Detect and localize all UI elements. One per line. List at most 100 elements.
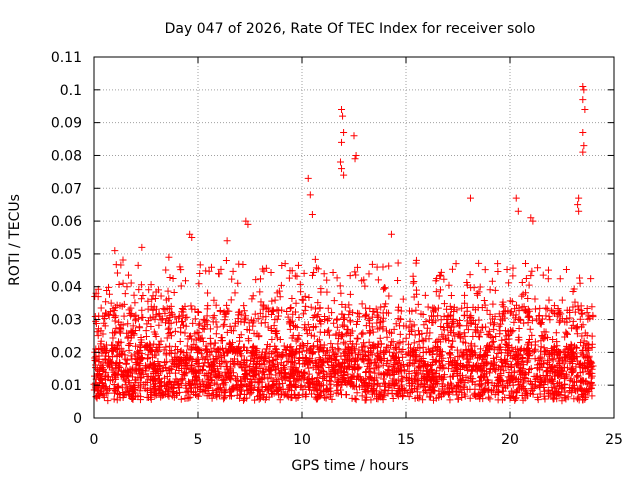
data-point — [579, 396, 587, 404]
data-point — [285, 274, 293, 282]
data-point — [368, 323, 376, 331]
data-point — [387, 230, 395, 238]
data-point — [147, 281, 155, 289]
data-point — [369, 308, 377, 316]
data-point — [481, 373, 489, 381]
data-point — [301, 292, 309, 300]
data-point — [522, 259, 530, 267]
data-point — [158, 367, 166, 375]
data-point — [540, 392, 548, 400]
data-point — [271, 296, 279, 304]
data-point — [150, 328, 158, 336]
data-point — [271, 348, 279, 356]
data-point — [336, 158, 344, 166]
data-point — [199, 362, 207, 370]
data-point — [338, 165, 346, 173]
y-tick-label: 0 — [73, 411, 82, 427]
data-point — [228, 275, 236, 283]
data-point — [312, 323, 320, 331]
data-point — [346, 318, 354, 326]
data-point — [575, 360, 583, 368]
data-point — [432, 379, 440, 387]
data-point — [502, 341, 510, 349]
data-point — [113, 383, 121, 391]
data-point — [476, 283, 484, 291]
data-point — [585, 341, 593, 349]
data-point — [190, 381, 198, 389]
data-point — [536, 304, 544, 312]
data-point — [503, 266, 511, 274]
data-point — [364, 355, 372, 363]
data-point — [389, 369, 397, 377]
data-point — [131, 326, 139, 334]
data-point — [500, 356, 508, 364]
data-point — [209, 355, 217, 363]
data-point — [278, 306, 286, 314]
data-point — [370, 377, 378, 385]
y-tick-label: 0.06 — [51, 214, 82, 230]
data-point — [412, 306, 420, 314]
data-point — [339, 360, 347, 368]
data-point — [112, 312, 120, 320]
data-point — [588, 303, 596, 311]
data-point — [145, 286, 153, 294]
data-point — [201, 386, 209, 394]
data-point — [143, 386, 151, 394]
data-point — [556, 308, 564, 316]
data-point — [167, 332, 175, 340]
data-point — [529, 390, 537, 398]
data-point — [297, 383, 305, 391]
data-point — [281, 260, 289, 268]
data-point — [346, 377, 354, 385]
data-point — [470, 391, 478, 399]
data-point — [126, 369, 134, 377]
data-point — [136, 387, 144, 395]
data-point — [477, 373, 485, 381]
data-point — [522, 307, 530, 315]
data-point — [188, 335, 196, 343]
data-point — [267, 268, 275, 276]
data-point — [579, 378, 587, 386]
data-point — [255, 332, 263, 340]
data-point — [313, 337, 321, 345]
data-point — [220, 320, 228, 328]
data-point — [558, 356, 566, 364]
data-point — [185, 394, 193, 402]
data-point — [200, 315, 208, 323]
data-point — [181, 329, 189, 337]
data-point — [380, 348, 388, 356]
data-point — [572, 325, 580, 333]
data-point — [459, 348, 467, 356]
data-point — [324, 347, 332, 355]
data-point — [176, 337, 184, 345]
data-point — [481, 266, 489, 274]
data-point — [339, 112, 347, 120]
data-point — [477, 381, 485, 389]
data-point — [162, 382, 170, 390]
data-point — [365, 270, 373, 278]
data-point — [325, 326, 333, 334]
data-point — [208, 365, 216, 373]
data-point — [444, 331, 452, 339]
data-point — [194, 363, 202, 371]
data-point — [280, 342, 288, 350]
data-point — [124, 271, 132, 279]
data-point — [516, 364, 524, 372]
data-point — [445, 358, 453, 366]
data-point — [288, 365, 296, 373]
data-point — [461, 291, 469, 299]
data-point — [469, 361, 477, 369]
data-point — [370, 385, 378, 393]
data-point — [127, 304, 135, 312]
data-point — [575, 207, 583, 215]
data-point — [340, 322, 348, 330]
data-point — [282, 369, 290, 377]
data-point — [387, 341, 395, 349]
data-point — [362, 310, 370, 318]
data-point — [482, 361, 490, 369]
data-point — [462, 374, 470, 382]
data-point — [248, 295, 256, 303]
data-point — [142, 333, 150, 341]
data-point — [158, 392, 166, 400]
data-point — [322, 351, 330, 359]
